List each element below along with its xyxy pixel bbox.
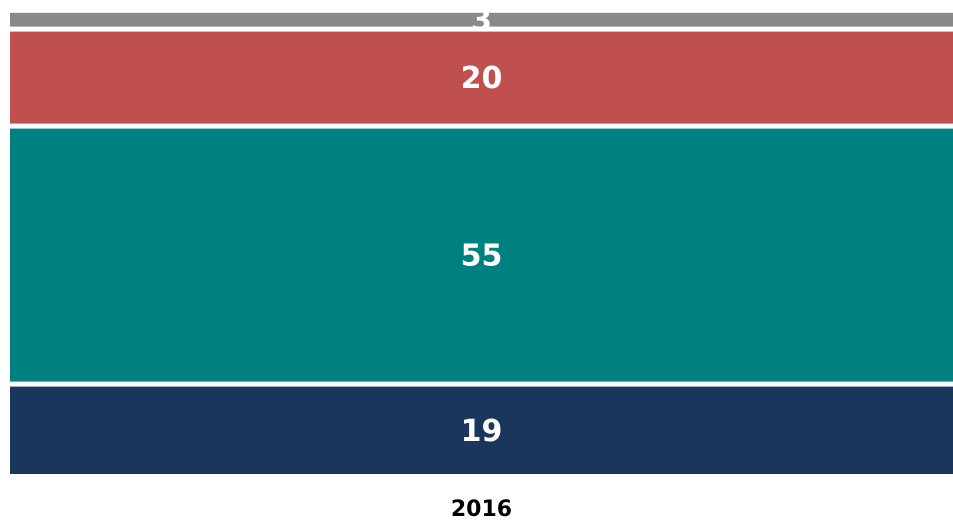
bar-segment bbox=[10, 12, 953, 27]
bar-segment bbox=[10, 386, 953, 474]
data-label: 20 bbox=[461, 61, 503, 96]
data-label: 3 bbox=[471, 3, 492, 38]
bar-segment bbox=[10, 128, 953, 382]
data-label: 19 bbox=[461, 414, 503, 449]
x-tick-label: 2016 bbox=[451, 497, 512, 522]
bar-segment bbox=[10, 31, 953, 124]
data-label: 55 bbox=[461, 239, 503, 274]
